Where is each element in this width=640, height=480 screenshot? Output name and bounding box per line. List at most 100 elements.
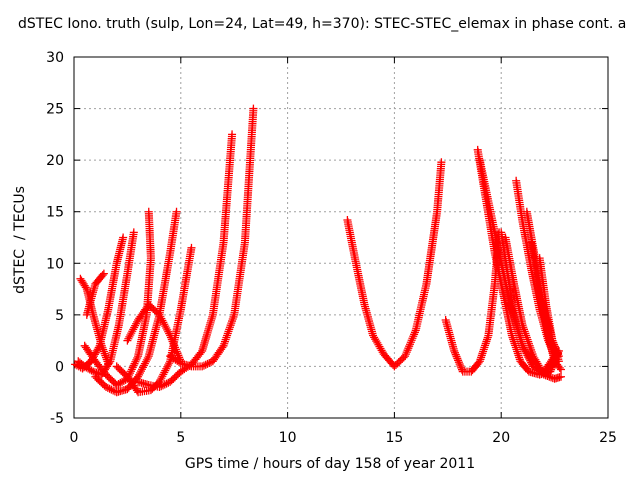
data-series (166, 104, 258, 371)
data-series (80, 207, 155, 389)
data-point-marker (97, 341, 106, 350)
data-point-marker (453, 354, 462, 363)
data-point-marker (474, 358, 483, 367)
data-point-marker (166, 333, 175, 342)
data-point-marker (527, 358, 536, 367)
data-point-marker (529, 362, 538, 371)
x-tick-label: 25 (599, 430, 617, 446)
data-point-marker (196, 348, 205, 357)
data-point-marker (144, 207, 153, 216)
data-series (123, 300, 185, 366)
data-point-marker (129, 228, 138, 237)
data-point-marker (142, 355, 151, 364)
data-point-marker (102, 353, 111, 362)
data-point-marker (172, 207, 181, 216)
data-point-marker (107, 385, 116, 394)
x-tick-label: 15 (385, 430, 403, 446)
data-point-marker (166, 331, 175, 340)
data-point-marker (102, 383, 111, 392)
data-point-marker (127, 329, 136, 338)
data-point-marker (437, 158, 446, 167)
data-point-marker (125, 332, 134, 341)
data-point-marker (451, 350, 460, 359)
data-point-marker (205, 358, 214, 367)
data-point-marker (162, 323, 171, 332)
data-point-marker (171, 345, 180, 354)
data-point-marker (159, 381, 167, 390)
data-point-marker (554, 357, 563, 366)
data-point-marker (547, 373, 556, 382)
data-point-marker (170, 341, 179, 350)
data-point-marker (456, 361, 465, 370)
data-point-marker (510, 339, 519, 348)
data-point-marker (102, 355, 111, 364)
data-point-marker (164, 361, 173, 370)
data-point-marker (99, 345, 108, 354)
data-point-marker (128, 363, 137, 372)
data-point-marker (157, 314, 166, 323)
data-point-marker (507, 331, 516, 340)
data-point-marker (452, 352, 461, 361)
data-point-marker (199, 361, 208, 370)
x-tick-label: 10 (279, 430, 297, 446)
data-point-marker (402, 348, 411, 357)
data-point-marker (518, 341, 527, 350)
data-point-marker (513, 349, 522, 358)
data-point-marker (406, 340, 415, 349)
data-point-marker (133, 354, 142, 363)
y-tick-label: 0 (55, 359, 64, 375)
data-point-marker (409, 332, 418, 341)
data-point-marker (479, 347, 488, 356)
data-point-marker (87, 366, 96, 375)
data-point-marker (509, 335, 518, 344)
data-point-marker (119, 233, 128, 242)
data-point-marker (159, 318, 168, 327)
data-point-marker (228, 130, 237, 139)
data-point-marker (511, 343, 520, 352)
data-point-marker (162, 364, 171, 373)
data-point-marker (508, 333, 517, 342)
data-point-marker (480, 343, 489, 352)
data-point-marker (167, 335, 176, 344)
data-point-marker (221, 335, 230, 344)
data-point-marker (524, 353, 533, 362)
data-point-marker (104, 359, 113, 368)
data-point-marker (169, 339, 178, 348)
data-point-marker (157, 374, 166, 383)
data-point-marker (165, 359, 174, 368)
data-point-marker (403, 346, 412, 355)
data-point-marker (124, 334, 133, 343)
data-point-marker (127, 365, 136, 374)
data-point-marker (141, 357, 150, 366)
data-point-marker (477, 351, 486, 360)
data-point-marker (479, 345, 488, 354)
data-series (76, 274, 113, 368)
data-point-marker (157, 382, 166, 391)
data-point-marker (175, 358, 184, 367)
x-tick-label: 5 (176, 430, 185, 446)
data-point-marker (160, 320, 169, 329)
data-point-marker (225, 323, 234, 332)
data-point-marker (454, 358, 463, 367)
y-axis-label: dSTEC / TECUs (12, 186, 28, 294)
data-point-marker (131, 321, 140, 330)
data-point-marker (476, 355, 485, 364)
data-point-marker (130, 323, 139, 332)
data-point-marker (401, 352, 410, 361)
data-point-marker (136, 367, 145, 376)
data-point-marker (165, 329, 174, 338)
data-point-marker (156, 312, 165, 321)
data-point-marker (526, 343, 535, 352)
data-point-marker (132, 319, 141, 328)
data-point-marker (137, 365, 146, 374)
data-point-marker (161, 366, 170, 375)
data-point-marker (172, 347, 181, 356)
data-point-marker (406, 338, 415, 347)
data-point-marker (130, 359, 139, 368)
data-point-marker (135, 370, 144, 379)
data-point-marker (523, 351, 532, 360)
data-point-marker (524, 337, 533, 346)
data-point-marker (519, 343, 528, 352)
data-point-marker (455, 360, 464, 369)
